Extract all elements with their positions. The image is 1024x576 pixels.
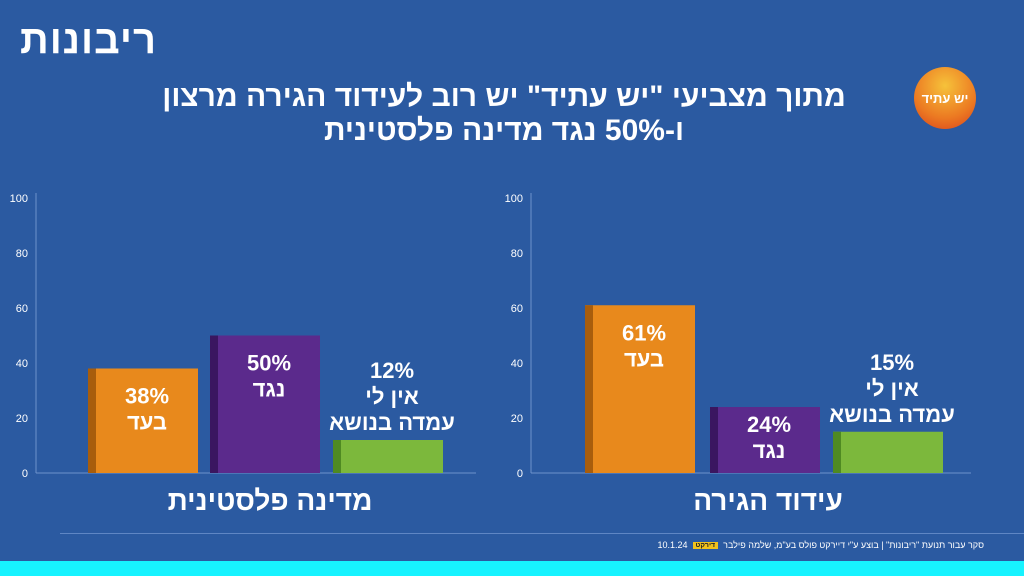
y-tick-label: 20: [511, 413, 523, 425]
data-label: 24%: [747, 412, 791, 437]
data-label: 12%: [370, 358, 414, 383]
category-label: אין לי: [865, 376, 919, 401]
category-label: נגד: [753, 438, 786, 463]
footer-source: סקר עבור תנועת "ריבונות" | בוצע ע"י דייר…: [723, 540, 984, 550]
y-tick-label: 100: [10, 193, 28, 205]
bar: [210, 335, 320, 473]
chart-title: מדינה פלסטינית: [168, 485, 373, 516]
brand-title: ריבונות: [20, 18, 158, 62]
footer: סקר עבור תנועת "ריבונות" | בוצע ע"י דייר…: [657, 540, 984, 550]
party-logo-text: יש עתיד: [921, 90, 969, 106]
category-label: עמדה בנושא: [829, 402, 955, 427]
bar: [88, 368, 198, 473]
category-label: בעד: [624, 346, 664, 371]
category-label: עמדה בנושא: [329, 410, 455, 435]
category-label: נגד: [253, 377, 286, 402]
headline-line-2: ו-50% נגד מדינה פלסטינית: [323, 114, 685, 147]
bar: [333, 440, 443, 473]
bar-side: [333, 440, 341, 473]
footer-divider: [60, 533, 1024, 534]
bottom-bar: [0, 561, 1024, 576]
bar-side: [88, 368, 96, 473]
headline-line-1: מתוך מצביעי "יש עתיד" יש רוב לעידוד הגיר…: [162, 80, 846, 113]
data-label: 50%: [247, 351, 291, 376]
bar-side: [210, 335, 218, 473]
y-tick-label: 60: [511, 303, 523, 315]
data-label: 38%: [125, 384, 169, 409]
bar-side: [585, 305, 593, 473]
bar-side: [710, 407, 718, 473]
y-tick-label: 80: [511, 248, 523, 260]
y-tick-label: 80: [16, 248, 28, 260]
y-tick-label: 0: [22, 468, 28, 480]
data-label: 61%: [622, 320, 666, 345]
chart-title: עידוד הגירה: [693, 485, 843, 516]
footer-date: 10.1.24: [657, 540, 688, 550]
category-label: אין לי: [365, 384, 419, 409]
y-tick-label: 20: [16, 413, 28, 425]
category-label: בעד: [127, 410, 167, 435]
bar-side: [833, 431, 841, 473]
bar: [585, 305, 695, 473]
y-tick-label: 40: [511, 358, 523, 370]
pollster-logo: דירקט: [692, 541, 719, 549]
y-tick-label: 100: [505, 193, 523, 205]
y-tick-label: 60: [16, 303, 28, 315]
party-logo: יש עתיד: [914, 67, 976, 129]
data-label: 15%: [870, 350, 914, 375]
bar: [710, 407, 820, 473]
y-tick-label: 40: [16, 358, 28, 370]
headline: מתוך מצביעי "יש עתיד" יש רוב לעידוד הגיר…: [104, 80, 904, 148]
bar: [833, 431, 943, 473]
y-tick-label: 0: [517, 468, 523, 480]
